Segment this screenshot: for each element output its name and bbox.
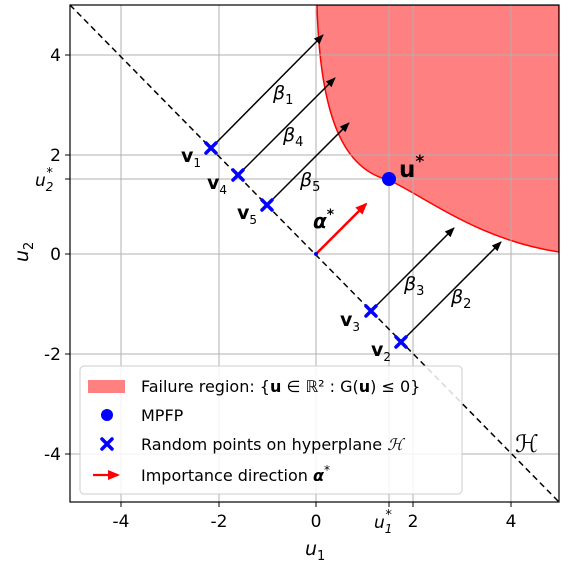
label-beta3: β3: [403, 273, 424, 299]
point-v1: [204, 141, 218, 155]
y-tick-label: 2: [50, 146, 61, 166]
label-beta5: β5: [299, 169, 320, 195]
hyperplane-label: ℋ: [515, 430, 539, 458]
legend: Failure region: {u ∈ ℝ² : G(u) ≤ 0} MPFP…: [79, 365, 463, 495]
legend-random-marker: [100, 437, 114, 451]
label-beta2: β2: [450, 286, 471, 312]
legend-mpfp-label: MPFP: [141, 406, 184, 425]
label-v3: v3: [340, 309, 360, 334]
label-beta1: β1: [272, 82, 293, 108]
legend-random-label: Random points on hyperplane ℋ: [141, 435, 405, 454]
point-v2: [394, 335, 408, 349]
beta-arrows: [210, 34, 502, 343]
legend-importance-label: Importance direction α*: [141, 463, 330, 485]
label-v4: v4: [207, 172, 227, 197]
x-tick-label: -2: [211, 512, 228, 532]
label-beta4: β4: [282, 124, 303, 150]
label-v2: v2: [371, 339, 391, 364]
beta-arrow-1: [210, 34, 324, 149]
y-tick-label: -2: [44, 345, 61, 365]
alpha-label: α*: [313, 207, 335, 233]
x-tick-label: 0: [311, 512, 322, 532]
y-tick-label: 0: [50, 245, 61, 265]
hyperplane-line: [70, 5, 559, 502]
legend-failure-swatch: [88, 380, 125, 393]
mpfp-label: u*: [399, 152, 424, 183]
u2-star-tick: u2*: [35, 166, 53, 194]
x-tick-label: 2: [408, 512, 419, 532]
x-axis-label: u1: [305, 538, 325, 564]
beta-arrow-5: [266, 122, 350, 206]
legend-box: [79, 365, 463, 495]
tick-marks: [65, 54, 512, 507]
point-v5: [260, 198, 274, 212]
y-axis-label: u2: [11, 242, 37, 262]
y-tick-label: 4: [50, 46, 61, 66]
u1-star-tick: u1*: [374, 508, 392, 536]
y-tick-label: -4: [44, 445, 61, 465]
label-v1: v1: [181, 145, 201, 170]
beta-arrow-2: [400, 241, 502, 343]
beta-arrow-3: [370, 227, 455, 312]
point-v4: [231, 168, 245, 182]
mpfp-point: [382, 172, 396, 186]
random-points: [204, 141, 408, 349]
x-tick-label: -4: [113, 512, 130, 532]
origin-point: [314, 252, 318, 256]
label-v5: v5: [237, 202, 257, 227]
legend-mpfp-marker: [101, 409, 113, 421]
beta-arrow-4: [237, 77, 336, 176]
legend-failure-label: Failure region: {u ∈ ℝ² : G(u) ≤ 0}: [141, 377, 420, 396]
x-tick-label: 4: [506, 512, 517, 532]
importance-arrow: [315, 202, 368, 255]
point-v3: [364, 304, 378, 318]
